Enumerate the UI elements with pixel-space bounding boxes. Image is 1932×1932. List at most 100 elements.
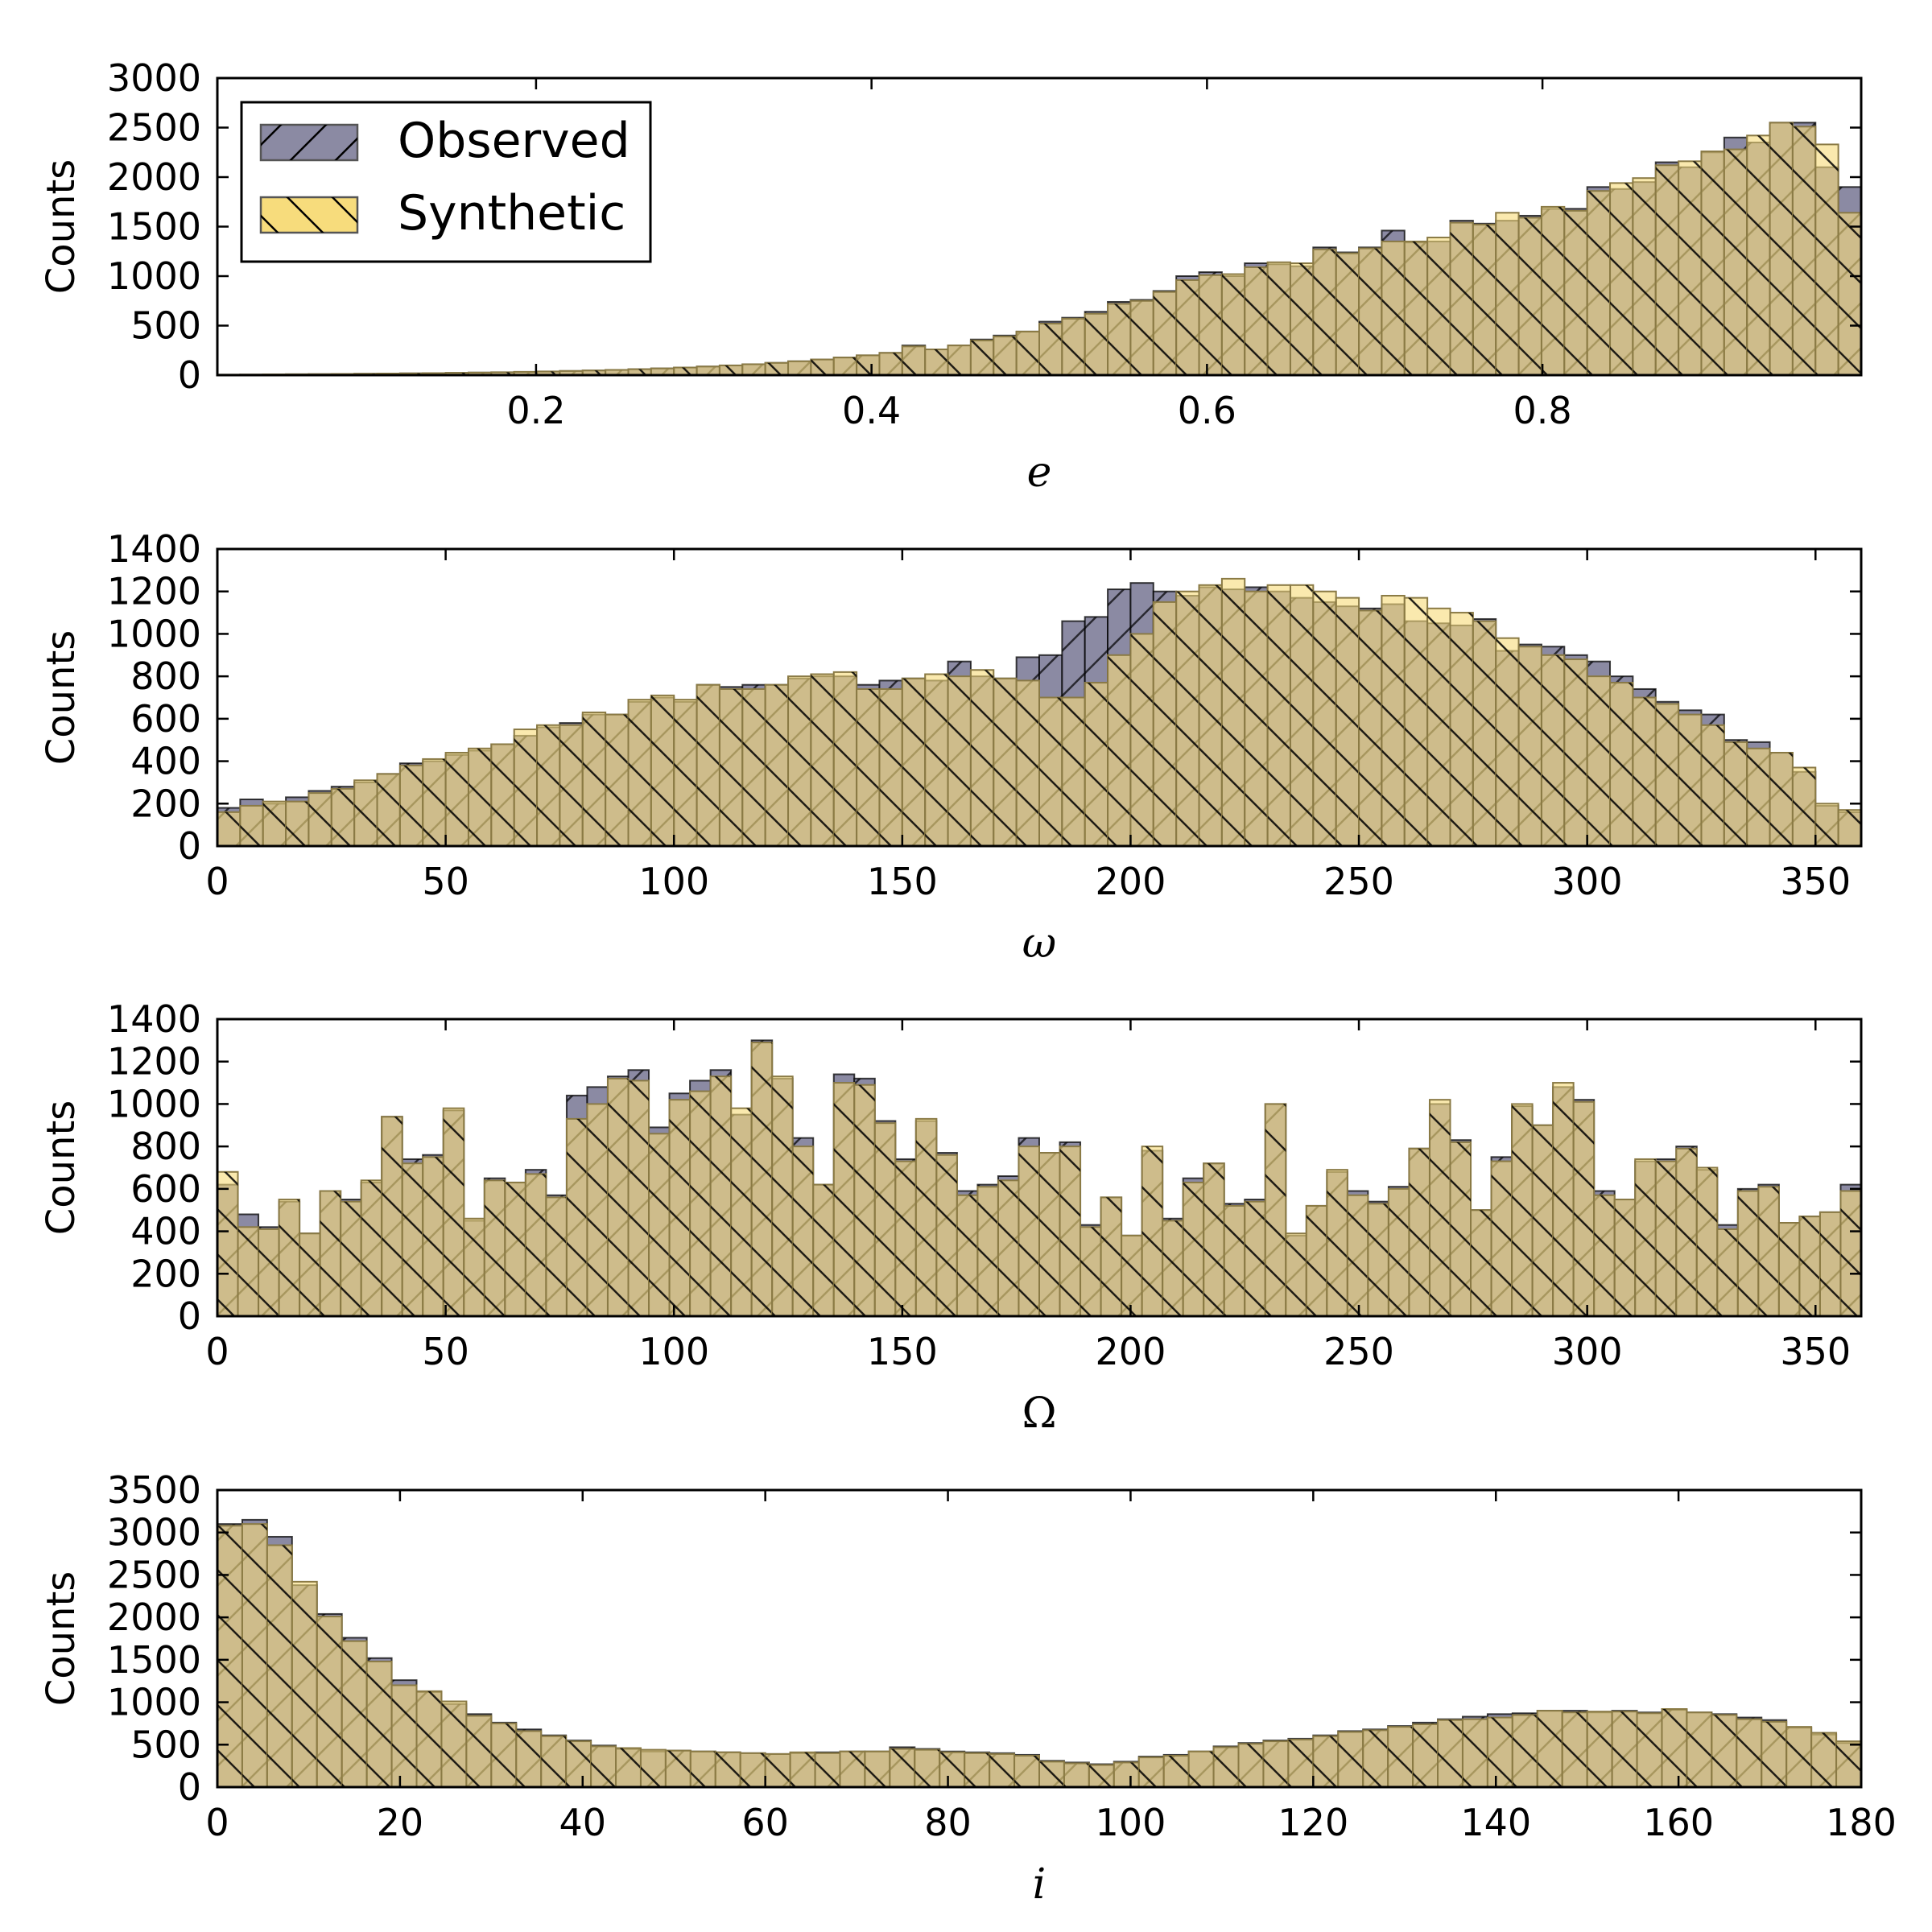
- synthetic-bar-hatch: [1153, 601, 1177, 846]
- synthetic-bar-hatch: [650, 368, 675, 375]
- synthetic-bar-hatch: [240, 805, 263, 846]
- synthetic-bar-hatch: [628, 700, 651, 846]
- synthetic-bar-hatch: [811, 359, 834, 375]
- synthetic-bar-hatch: [1016, 680, 1039, 846]
- synthetic-bar-hatch: [788, 676, 811, 846]
- synthetic-bar-hatch: [1130, 300, 1154, 375]
- synthetic-bar-hatch: [299, 1233, 320, 1316]
- synthetic-bar-hatch: [879, 353, 902, 375]
- bars-panel-2: [217, 577, 1861, 846]
- synthetic-bar-hatch: [1450, 613, 1473, 846]
- synthetic-bar-hatch: [1838, 213, 1861, 375]
- x-tick-label: 150: [867, 860, 938, 903]
- synthetic-bar-hatch: [491, 744, 514, 846]
- synthetic-bar-hatch: [936, 1154, 957, 1316]
- synthetic-bar-hatch: [1610, 683, 1633, 846]
- synthetic-bar-hatch: [1290, 584, 1314, 846]
- synthetic-bar-hatch: [445, 753, 469, 846]
- x-tick-label: 350: [1780, 1330, 1851, 1373]
- y-tick-label: 200: [130, 1252, 201, 1295]
- synthetic-bar-hatch: [731, 1108, 752, 1316]
- synthetic-bar-hatch: [1655, 1161, 1677, 1316]
- x-tick-label: 0: [205, 1330, 229, 1373]
- synthetic-bar-hatch: [1587, 1711, 1612, 1787]
- x-tick-label: 50: [422, 1330, 469, 1373]
- synthetic-bar-hatch: [815, 1752, 840, 1787]
- synthetic-bar-hatch: [977, 1187, 998, 1316]
- y-tick-label: 400: [130, 740, 201, 783]
- legend-swatch-hatch: [261, 125, 357, 160]
- synthetic-bar-hatch: [1518, 646, 1542, 846]
- synthetic-bar-hatch: [811, 674, 834, 846]
- x-tick-label: 300: [1552, 1330, 1623, 1373]
- synthetic-bar-hatch: [840, 1751, 865, 1787]
- y-tick-label: 1000: [107, 612, 201, 655]
- y-tick-label: 400: [130, 1210, 201, 1253]
- synthetic-bar-hatch: [1676, 1148, 1697, 1316]
- synthetic-bar-hatch: [1409, 1148, 1430, 1316]
- synthetic-bar-hatch: [423, 758, 446, 846]
- synthetic-bar-hatch: [1496, 638, 1519, 846]
- legend-label-observed: Observed: [398, 113, 630, 169]
- synthetic-bar-hatch: [947, 676, 971, 846]
- y-tick-label: 500: [130, 304, 201, 348]
- x-tick-label: 300: [1552, 860, 1623, 903]
- synthetic-bar-hatch: [1368, 1203, 1389, 1316]
- synthetic-bar-hatch: [765, 684, 789, 846]
- synthetic-bar-hatch: [308, 793, 332, 846]
- bars-panel-3: [217, 1039, 1861, 1316]
- synthetic-bar-hatch: [1696, 1167, 1718, 1316]
- panel-1: 0 500 1000 1500 2000 2500 3000 0.2 0.4 0.6 0.8 Coun…: [39, 56, 1863, 497]
- synthetic-bar-hatch: [914, 1749, 940, 1787]
- synthetic-bar-hatch: [1471, 1210, 1492, 1316]
- legend-swatch-hatch: [261, 197, 357, 233]
- synthetic-bar-hatch: [591, 1746, 617, 1787]
- synthetic-bar-hatch: [1347, 1195, 1368, 1316]
- synthetic-bar-hatch: [1080, 1227, 1101, 1316]
- synthetic-bar-hatch: [1633, 178, 1656, 375]
- synthetic-bar-hatch: [559, 370, 583, 375]
- synthetic-bar-hatch: [320, 1191, 341, 1316]
- synthetic-bar-hatch: [1512, 1715, 1538, 1787]
- synthetic-bar-hatch: [1662, 1709, 1687, 1787]
- x-tick-label: 0.8: [1513, 389, 1572, 432]
- synthetic-bar-hatch: [1610, 183, 1633, 375]
- synthetic-bar-hatch: [443, 1108, 464, 1316]
- y-tick-label: 2500: [107, 1553, 201, 1596]
- synthetic-bar-hatch: [1711, 1715, 1737, 1787]
- synthetic-bar-hatch: [1737, 1191, 1759, 1316]
- synthetic-bar-hatch: [792, 1146, 814, 1316]
- x-tick-label: 140: [1460, 1801, 1531, 1844]
- synthetic-bar-hatch: [1678, 161, 1702, 375]
- synthetic-bar-hatch: [1018, 1146, 1039, 1316]
- synthetic-bar-hatch: [1614, 1199, 1636, 1316]
- synthetic-bar-hatch: [650, 695, 675, 846]
- x-tick-label: 200: [1096, 860, 1166, 903]
- x-axis-label: ω: [1022, 919, 1056, 968]
- synthetic-bar-hatch: [1761, 1721, 1787, 1787]
- synthetic-bar-hatch: [1612, 1711, 1637, 1787]
- synthetic-bar-hatch: [989, 1753, 1015, 1787]
- synthetic-bar-hatch: [1450, 1141, 1472, 1316]
- synthetic-bar-hatch: [1183, 1182, 1204, 1316]
- synthetic-bar-hatch: [1769, 753, 1793, 846]
- synthetic-bar-hatch: [331, 788, 355, 846]
- synthetic-bar-hatch: [1553, 1083, 1574, 1316]
- synthetic-bar-hatch: [1438, 1719, 1463, 1787]
- synthetic-bar-hatch: [1450, 222, 1473, 375]
- x-tick-label: 20: [377, 1801, 424, 1844]
- synthetic-bar-hatch: [525, 1174, 547, 1316]
- synthetic-bar-hatch: [605, 369, 629, 375]
- synthetic-bar-hatch: [1381, 241, 1405, 375]
- synthetic-bar-hatch: [1811, 1732, 1837, 1787]
- synthetic-bar-hatch: [1327, 1170, 1348, 1316]
- synthetic-bar-hatch: [1815, 144, 1839, 375]
- synthetic-bar-hatch: [1363, 1730, 1389, 1787]
- x-tick-label: 0: [205, 860, 229, 903]
- synthetic-bar-hatch: [1039, 1153, 1060, 1316]
- synthetic-bar-hatch: [1313, 1736, 1339, 1787]
